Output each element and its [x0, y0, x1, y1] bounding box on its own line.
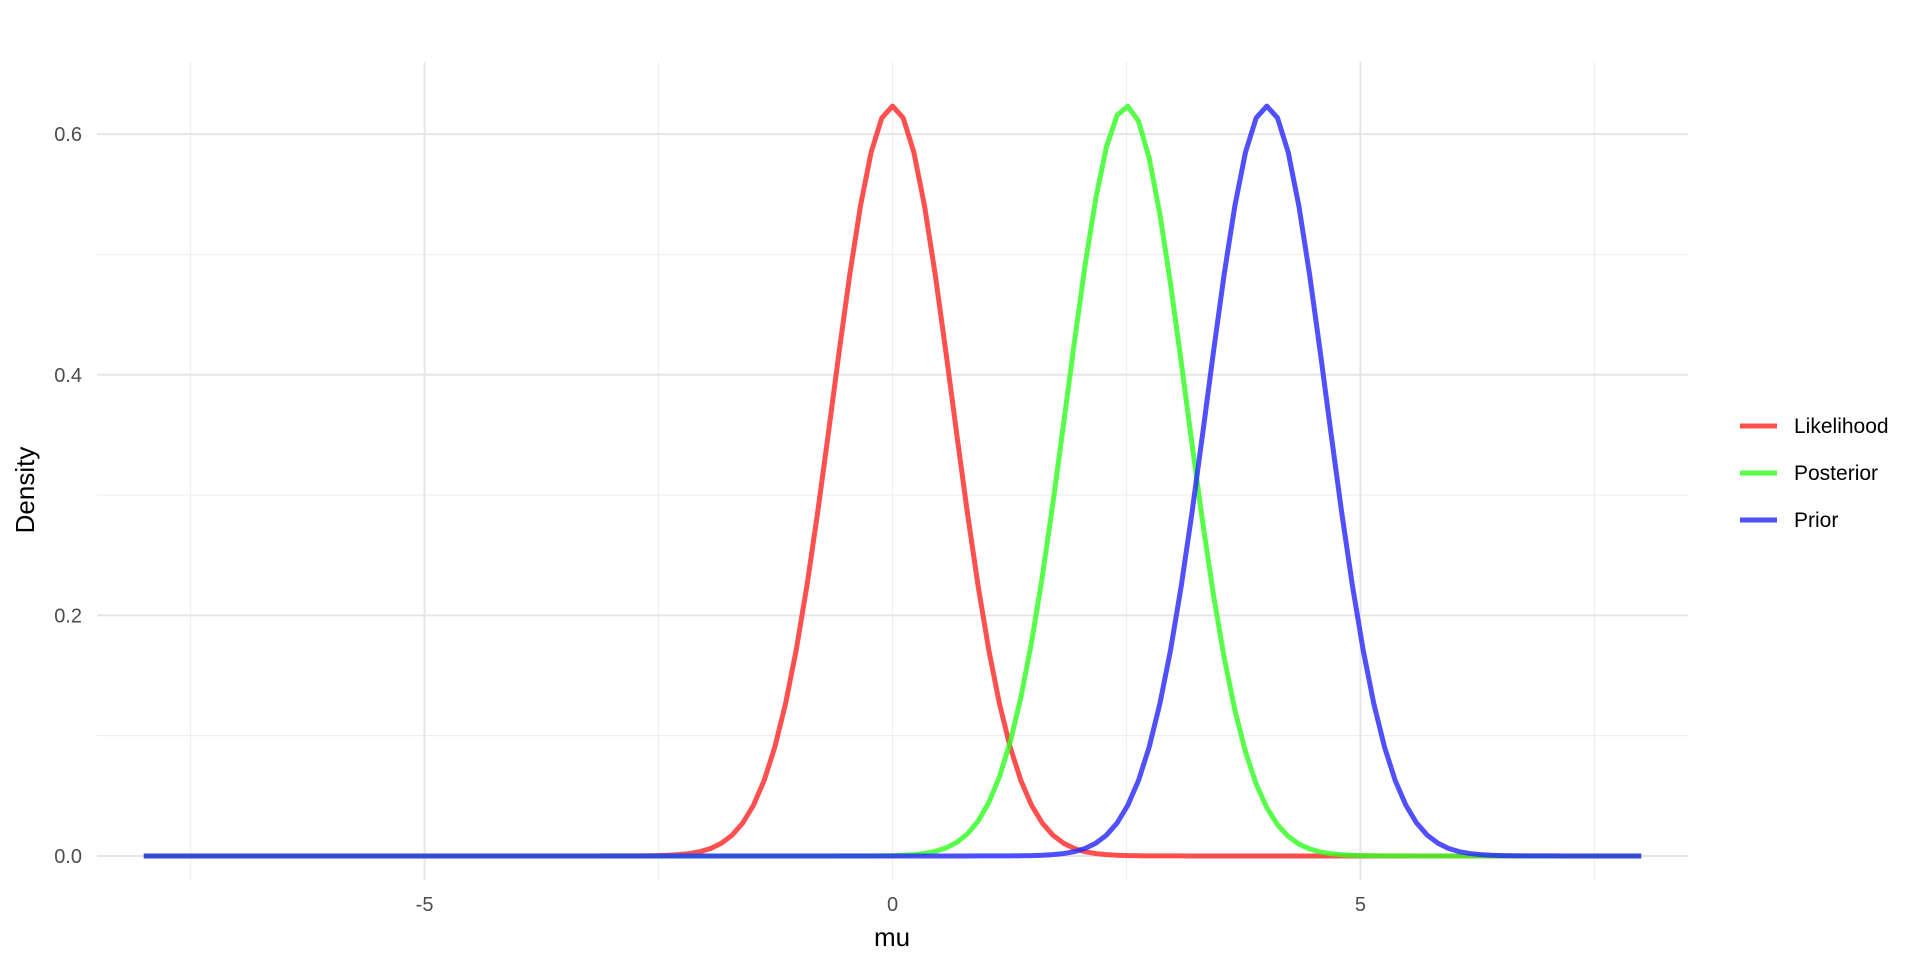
y-axis-title: Density	[10, 447, 40, 534]
x-tick-label: 5	[1355, 894, 1366, 916]
y-tick-label: 0.0	[54, 846, 82, 868]
y-tick-label: 0.6	[54, 124, 82, 146]
series-lines	[143, 103, 1642, 859]
x-tick-labels: -5 5 0	[416, 894, 1366, 916]
x-axis-title: mu	[874, 922, 910, 952]
legend: Likelihood Posterior Prior	[1740, 415, 1889, 532]
x-tick-label: 0	[887, 894, 898, 916]
y-tick-label: 0.4	[54, 365, 82, 387]
series-line-prior	[143, 103, 1642, 859]
y-tick-labels: 0.0 0.2 0.4 0.6	[54, 124, 82, 868]
legend-label-likelihood: Likelihood	[1794, 415, 1889, 438]
legend-label-posterior: Posterior	[1794, 462, 1878, 485]
x-tick-label: -5	[416, 894, 434, 916]
legend-label-prior: Prior	[1794, 509, 1838, 532]
y-tick-label: 0.2	[54, 605, 82, 627]
grid	[97, 62, 1688, 880]
